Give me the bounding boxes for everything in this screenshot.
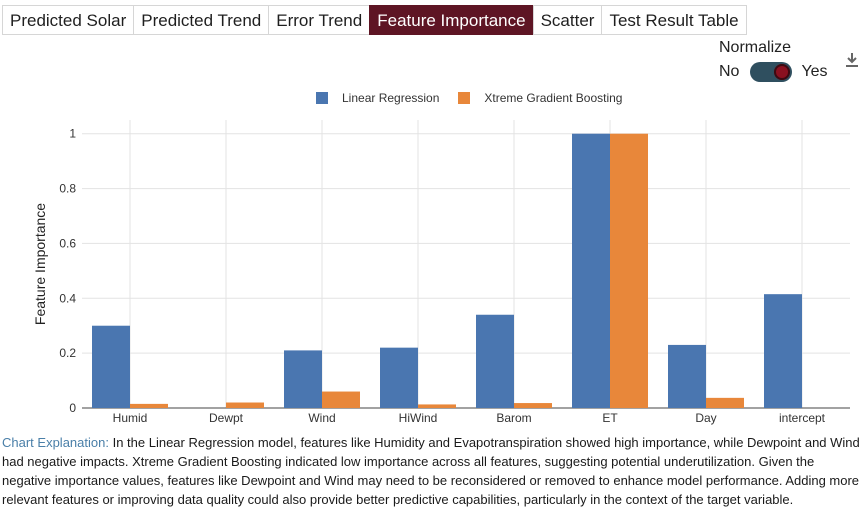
explanation-text: In the Linear Regression model, features… [2, 435, 860, 507]
x-tick-label: Barom [496, 411, 531, 425]
tab-scatter[interactable]: Scatter [532, 5, 603, 35]
x-tick-label: intercept [779, 411, 826, 425]
tab-feature-importance[interactable]: Feature Importance [369, 5, 534, 35]
x-tick-label: Wind [308, 411, 335, 425]
x-tick-label: HiWind [399, 411, 438, 425]
explanation-title: Chart Explanation: [2, 435, 109, 450]
normalize-control: No Yes [719, 62, 828, 82]
tab-bar: Predicted Solar Predicted Trend Error Tr… [2, 5, 747, 35]
normalize-off-label: No [719, 63, 740, 80]
bar-xgb-et [610, 133, 648, 408]
normalize-label: Normalize [719, 39, 792, 56]
legend-item-linear[interactable]: Linear Regression [316, 91, 439, 105]
bar-linear-intercept [764, 294, 802, 408]
bar-linear-wind [284, 350, 322, 408]
legend-swatch-xgb [458, 92, 471, 104]
y-tick-label: 0 [69, 401, 76, 415]
bar-linear-barom [476, 314, 514, 408]
x-tick-label: Day [695, 411, 716, 425]
bar-xgb-barom [514, 403, 552, 408]
bar-linear-hiwind [380, 347, 418, 408]
y-tick-label: 1 [69, 127, 76, 141]
normalize-toggle[interactable] [750, 62, 793, 82]
y-tick-label: 0.2 [59, 346, 76, 360]
bar-linear-et [572, 133, 610, 408]
tab-error-trend[interactable]: Error Trend [268, 5, 371, 35]
tab-predicted-solar[interactable]: Predicted Solar [2, 5, 135, 35]
chart-legend: Linear Regression Xtreme Gradient Boosti… [316, 91, 641, 105]
feature-importance-chart: 0 0.2 0.4 0.6 0.8 1 Humid Dewpt Wind HiWind Barom E… [32, 120, 850, 425]
y-tick-label: 0.6 [59, 236, 76, 250]
bar-linear-day [668, 344, 706, 408]
toggle-knob [774, 64, 791, 80]
y-axis-label: Feature Importance [32, 203, 48, 325]
normalize-on-label: Yes [801, 63, 828, 80]
download-icon[interactable] [845, 52, 859, 68]
tab-test-result-table[interactable]: Test Result Table [601, 5, 747, 35]
y-tick-label: 0.8 [59, 182, 76, 196]
x-tick-label: ET [602, 411, 618, 425]
bar-xgb-humid [130, 403, 168, 408]
bar-xgb-hiwind [418, 404, 456, 408]
legend-item-xgb[interactable]: Xtreme Gradient Boosting [458, 91, 622, 105]
bar-xgb-day [706, 397, 744, 408]
bar-linear-humid [92, 325, 130, 408]
bar-xgb-wind [322, 391, 360, 408]
x-tick-label: Humid [113, 411, 148, 425]
legend-label-linear: Linear Regression [342, 91, 440, 105]
x-tick-label: Dewpt [209, 411, 244, 425]
chart-explanation: Chart Explanation: In the Linear Regress… [2, 433, 864, 509]
y-tick-label: 0.4 [59, 291, 76, 305]
tab-predicted-trend[interactable]: Predicted Trend [133, 5, 270, 35]
legend-label-xgb: Xtreme Gradient Boosting [484, 91, 623, 105]
bar-xgb-dewpt [226, 402, 264, 408]
legend-swatch-linear [316, 92, 328, 104]
